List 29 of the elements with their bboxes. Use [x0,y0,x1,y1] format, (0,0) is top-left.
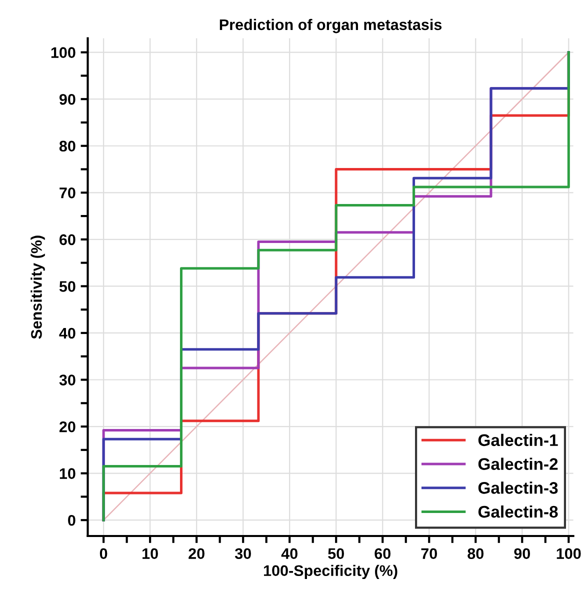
y-tick-label: 60 [60,234,76,246]
x-tick-label: 10 [142,548,158,560]
legend-label: Galectin-3 [478,482,558,494]
y-tick-label: 70 [60,188,76,198]
x-tick-label: 20 [188,548,204,560]
y-tick-label: 90 [59,94,76,105]
y-tick-label: 10 [60,468,76,479]
chart-title: Prediction of organ metastasis [220,18,442,34]
x-tick-label: 30 [234,548,251,560]
x-axis-title: 100-Specificity (%) [264,564,398,580]
y-tick-label: 0 [68,514,76,526]
y-tick-label: 100 [51,47,76,58]
y-axis-title: Sensitivity (%) [30,236,45,339]
x-tick-label: 100 [556,548,581,560]
x-tick-label: 90 [514,548,530,560]
y-tick-label: 80 [59,140,76,152]
x-tick-label: 50 [328,548,344,560]
y-tick-label: 50 [59,281,76,292]
x-tick-label: 70 [421,548,437,560]
y-tick-label: 30 [59,374,76,386]
x-tick-label: 0 [100,548,108,560]
x-tick-label: 60 [374,548,390,560]
y-tick-label: 20 [59,421,76,432]
x-tick-label: 80 [468,548,484,560]
legend-label: Galectin-1 [478,434,558,446]
legend-label: Galectin-8 [478,505,558,518]
legend-label: Galectin-2 [478,458,558,470]
x-tick-label: 40 [281,548,298,560]
y-tick-label: 40 [59,328,76,339]
